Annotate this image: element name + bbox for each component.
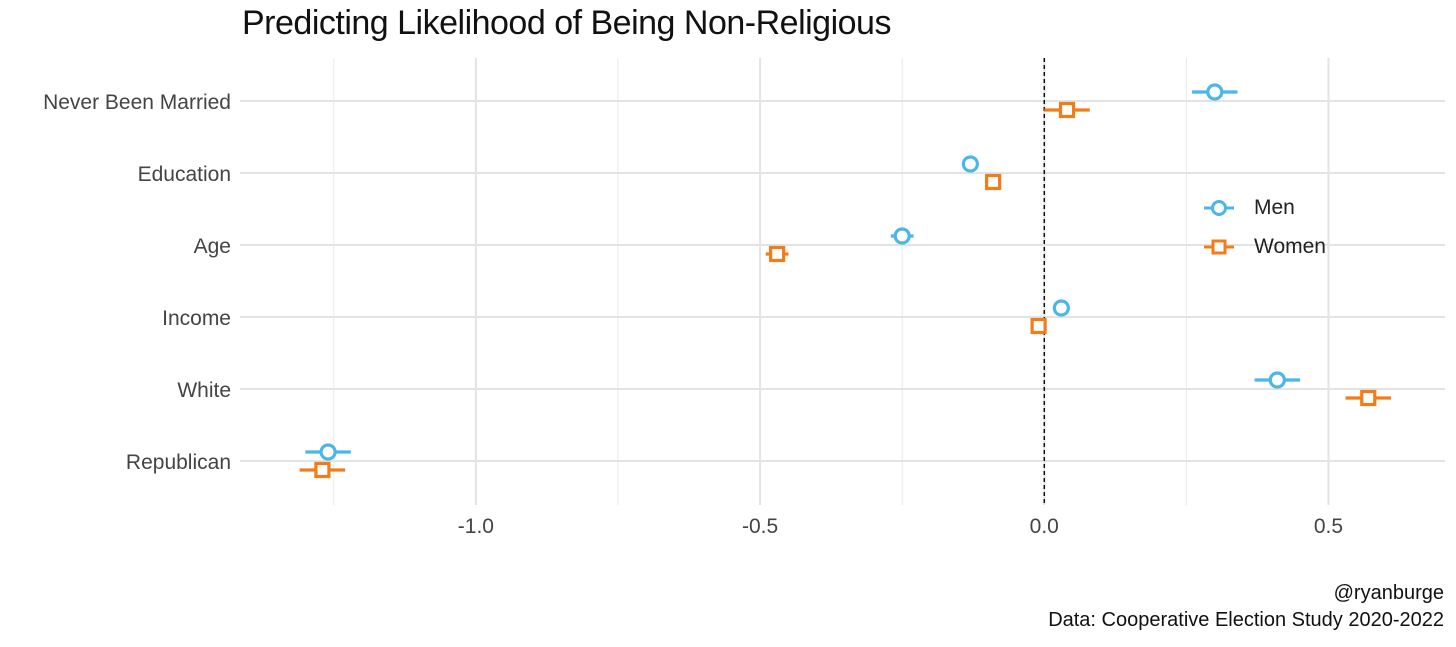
y-tick-label: Never Been Married — [43, 91, 231, 114]
y-axis-labels: Never Been Married Education Age Income Whit… — [43, 91, 231, 474]
point-marker — [1206, 83, 1224, 101]
legend: Men Women — [1202, 188, 1326, 266]
caption-author: @ryanburge — [1333, 582, 1444, 604]
legend-item-women: Women — [1202, 227, 1326, 266]
minor-gridlines — [333, 58, 1187, 505]
x-tick-label: -1.0 — [458, 515, 494, 538]
legend-label-men: Men — [1254, 195, 1295, 219]
legend-circle-marker-icon — [1204, 199, 1234, 216]
x-tick-label: 0.0 — [1030, 515, 1059, 538]
point-marker — [769, 245, 786, 263]
x-axis-labels: -1.0 -0.5 0.0 0.5 — [458, 515, 1343, 538]
point-marker — [961, 155, 979, 173]
point-marker — [1360, 389, 1377, 407]
point-marker — [893, 227, 911, 245]
point-marker — [1030, 317, 1047, 335]
point-marker — [985, 173, 1002, 191]
legend-label-women: Women — [1254, 234, 1326, 258]
point-marker — [314, 461, 331, 479]
point-marker — [1268, 371, 1286, 389]
legend-item-men: Men — [1202, 188, 1326, 227]
y-tick-label: Income — [162, 307, 231, 330]
legend-square-marker-icon — [1204, 239, 1234, 254]
point-marker — [319, 443, 337, 461]
x-tick-label: 0.5 — [1314, 515, 1343, 538]
point-marker — [1058, 101, 1076, 119]
point-marker — [1052, 299, 1070, 317]
y-tick-label: Age — [194, 235, 231, 258]
major-y-gridlines — [240, 100, 1445, 462]
x-tick-label: -0.5 — [742, 515, 778, 538]
y-tick-label: Education — [138, 163, 231, 186]
data-marks — [299, 83, 1392, 479]
caption-source: Data: Cooperative Election Study 2020-20… — [1048, 609, 1444, 631]
y-tick-label: Republican — [126, 451, 231, 474]
y-tick-label: White — [177, 379, 231, 402]
chart-title: Predicting Likelihood of Being Non-Relig… — [242, 4, 891, 42]
